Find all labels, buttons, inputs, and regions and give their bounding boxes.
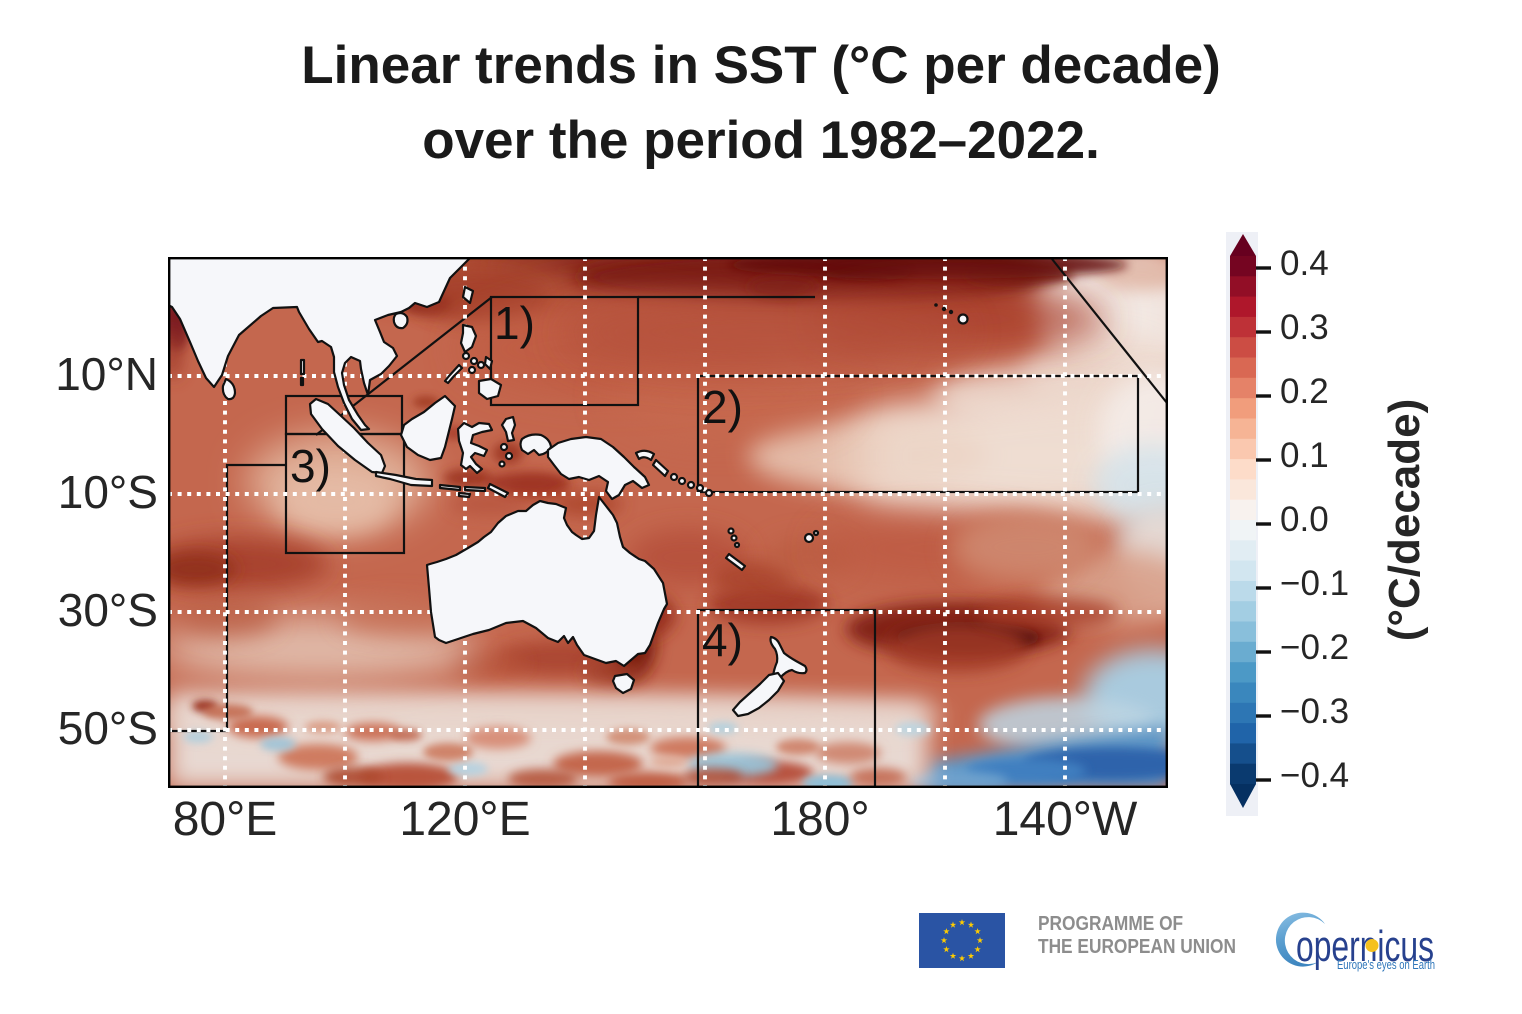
svg-text:Europe's eyes on Earth: Europe's eyes on Earth: [1337, 957, 1435, 972]
svg-text:2): 2): [702, 381, 743, 433]
svg-text:3): 3): [290, 440, 331, 492]
svg-text:4): 4): [702, 614, 743, 666]
svg-text:opernicus: opernicus: [1296, 922, 1434, 971]
svg-text:1): 1): [494, 297, 535, 349]
